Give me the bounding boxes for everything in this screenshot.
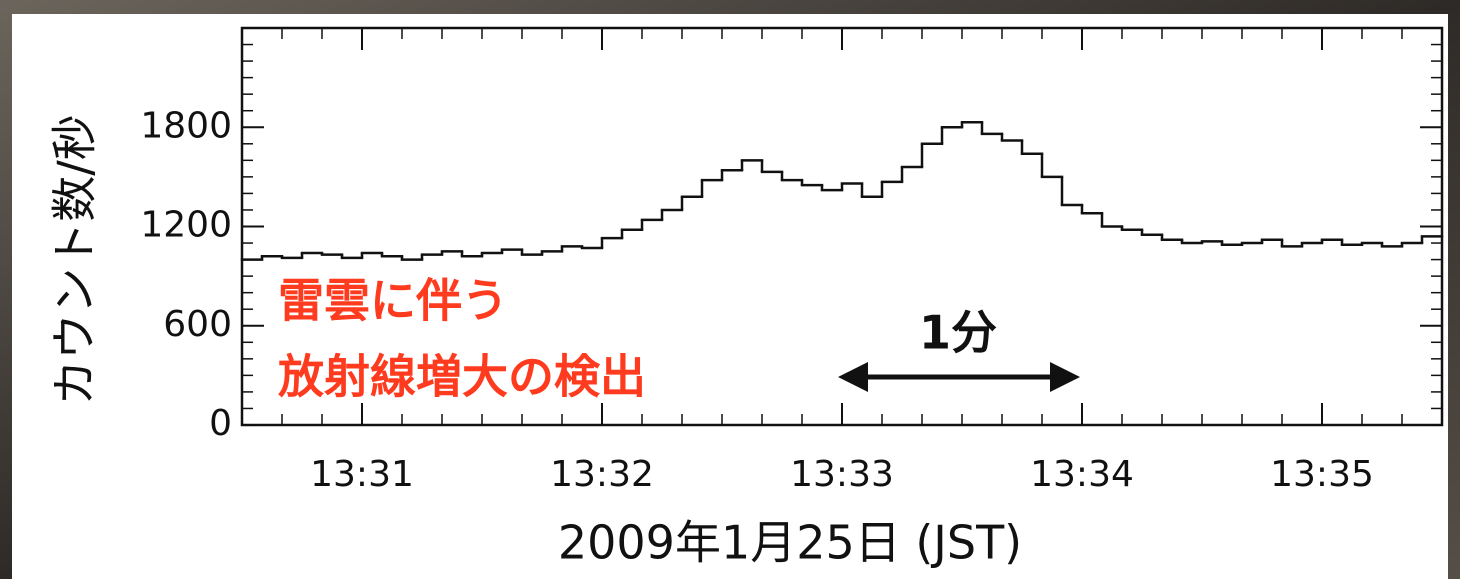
annotation: 放射線増大の検出	[278, 350, 646, 404]
x-tick-label: 13:34	[1030, 454, 1134, 495]
x-tick-label: 13:33	[790, 454, 894, 495]
x-tick-label: 13:35	[1270, 454, 1374, 495]
y-axis-label: カウント数/秒	[48, 114, 102, 406]
arrow-head	[1050, 362, 1080, 392]
y-tick-label: 600	[163, 304, 232, 345]
panel	[12, 14, 1448, 579]
y-tick-label: 1800	[140, 105, 232, 146]
y-tick-label: 0	[209, 403, 232, 444]
y-tick-label: 1200	[140, 205, 232, 246]
x-tick-label: 13:31	[310, 454, 414, 495]
x-axis-label: 2009年1月25日 (JST)	[558, 516, 1022, 570]
arrow-label: 1分	[919, 306, 997, 360]
arrow-head	[838, 362, 868, 392]
annotation: 雷雲に伴う	[278, 274, 508, 328]
x-tick-label: 13:32	[550, 454, 654, 495]
